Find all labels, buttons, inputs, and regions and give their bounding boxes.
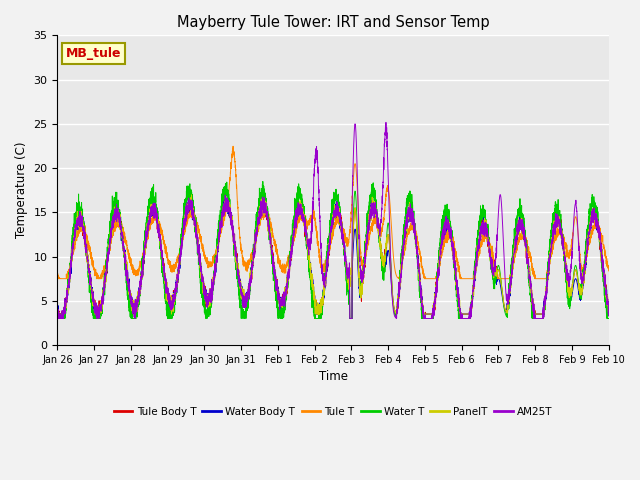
PanelT [412,241,420,247]
Tule Body T [186,194,193,200]
Tule T [54,276,62,282]
Tule T [54,274,61,279]
Tule T [154,220,161,226]
Line: Water T: Water T [58,181,609,319]
Tule T [385,186,392,192]
Tule T [412,231,420,237]
AM25T [54,312,61,318]
Legend: Tule Body T, Water Body T, Tule T, Water T, PanelT, AM25T: Tule Body T, Water Body T, Tule T, Water… [109,403,557,421]
PanelT [188,192,195,198]
Tule Body T [385,231,392,237]
Water Body T [54,311,61,317]
Water T [465,316,473,322]
Water Body T [154,216,161,222]
AM25T [507,274,515,280]
Water T [54,316,61,322]
Water Body T [385,248,392,253]
Tule T [264,215,272,220]
AM25T [412,233,420,239]
Water Body T [346,316,353,322]
AM25T [55,316,63,322]
Tule Body T [346,316,353,322]
PanelT [54,303,61,309]
Water T [259,179,267,184]
Water Body T [605,308,612,314]
Water T [264,214,272,220]
Text: MB_tule: MB_tule [66,47,121,60]
Water Body T [264,213,272,219]
Tule Body T [465,311,473,317]
Tule T [465,276,473,282]
AM25T [605,302,612,308]
Line: Tule Body T: Tule Body T [58,197,609,319]
PanelT [264,217,272,223]
Water Body T [465,311,473,317]
AM25T [382,120,390,125]
PanelT [154,219,161,225]
X-axis label: Time: Time [319,370,348,384]
Water Body T [412,237,420,242]
Tule T [507,273,515,279]
PanelT [385,231,392,237]
Water T [412,232,420,238]
PanelT [54,311,61,317]
Tule Body T [507,281,515,287]
Line: Water Body T: Water Body T [58,196,609,319]
Water T [154,214,161,219]
PanelT [605,303,612,309]
Tule Body T [605,311,612,316]
Tule Body T [54,310,61,315]
AM25T [465,316,473,322]
Title: Mayberry Tule Tower: IRT and Sensor Temp: Mayberry Tule Tower: IRT and Sensor Temp [177,15,490,30]
AM25T [385,174,392,180]
Tule T [229,144,237,149]
Water T [384,220,392,226]
Line: PanelT: PanelT [58,195,609,314]
Tule Body T [412,233,420,239]
AM25T [154,230,161,236]
Tule Body T [264,217,272,223]
PanelT [507,285,515,291]
Water Body T [507,278,515,284]
Water T [507,262,515,268]
Line: AM25T: AM25T [58,122,609,319]
Water T [605,316,612,322]
Tule Body T [154,226,161,231]
Water Body T [225,193,232,199]
PanelT [465,311,473,317]
Line: Tule T: Tule T [58,146,609,279]
AM25T [264,224,272,229]
Tule T [605,268,612,274]
Y-axis label: Temperature (C): Temperature (C) [15,142,28,239]
